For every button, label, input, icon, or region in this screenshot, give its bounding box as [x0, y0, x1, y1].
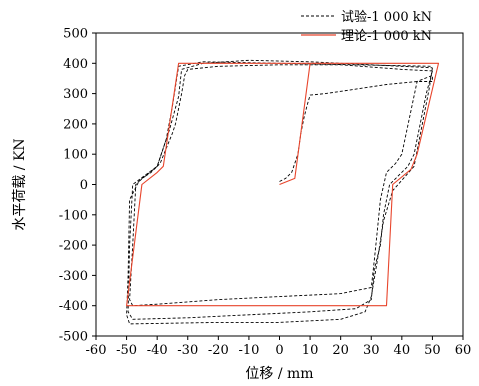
ticks-layer: -60 -50 -40 -30 -20 -10 0 10 20 30 40 50 60500400300…: [59, 27, 471, 359]
y-tick-label: 100: [63, 148, 88, 163]
x-tick-label: 50: [424, 343, 441, 358]
y-tick-label: 200: [63, 117, 88, 132]
x-tick-label: 30: [363, 343, 380, 358]
series-1: [126, 59, 433, 325]
x-tick-label: 0: [275, 343, 283, 358]
x-tick-label: 20: [332, 343, 349, 358]
series-2: [126, 62, 440, 307]
legend-label: 试验-1 000 kN: [341, 9, 432, 25]
y-tick-label: 0: [80, 178, 88, 193]
y-tick-label: -400: [59, 299, 88, 314]
y-tick-label: -100: [59, 208, 88, 223]
y-tick-label: -200: [59, 239, 88, 254]
x-tick-label: -20: [208, 343, 229, 358]
legend-label: 理论-1 000 kN: [341, 29, 432, 44]
x-tick-label: -30: [177, 343, 198, 358]
y-tick-label: -500: [59, 330, 88, 345]
x-tick-label: 60: [455, 343, 472, 358]
x-tick-label: 10: [302, 343, 319, 358]
y-axis-title: 水平荷载 / KN: [12, 138, 28, 230]
legend: 试验-1 000 kN 理论-1 000 kN: [301, 9, 432, 44]
x-tick-label: -60: [86, 343, 107, 358]
y-tick-label: 300: [63, 87, 88, 102]
x-tick-label: -40: [147, 343, 168, 358]
x-tick-label: -10: [238, 343, 259, 358]
series-line: [127, 59, 433, 320]
y-tick-label: 500: [63, 27, 88, 42]
x-axis-title: 位移 / mm: [245, 366, 313, 382]
y-tick-label: 400: [63, 57, 88, 72]
series-line: [126, 62, 440, 307]
series-layer: [126, 59, 440, 325]
y-tick-label: -300: [59, 269, 88, 284]
series-line: [129, 64, 433, 307]
x-tick-label: 40: [394, 343, 411, 358]
x-tick-label: -50: [116, 343, 137, 358]
